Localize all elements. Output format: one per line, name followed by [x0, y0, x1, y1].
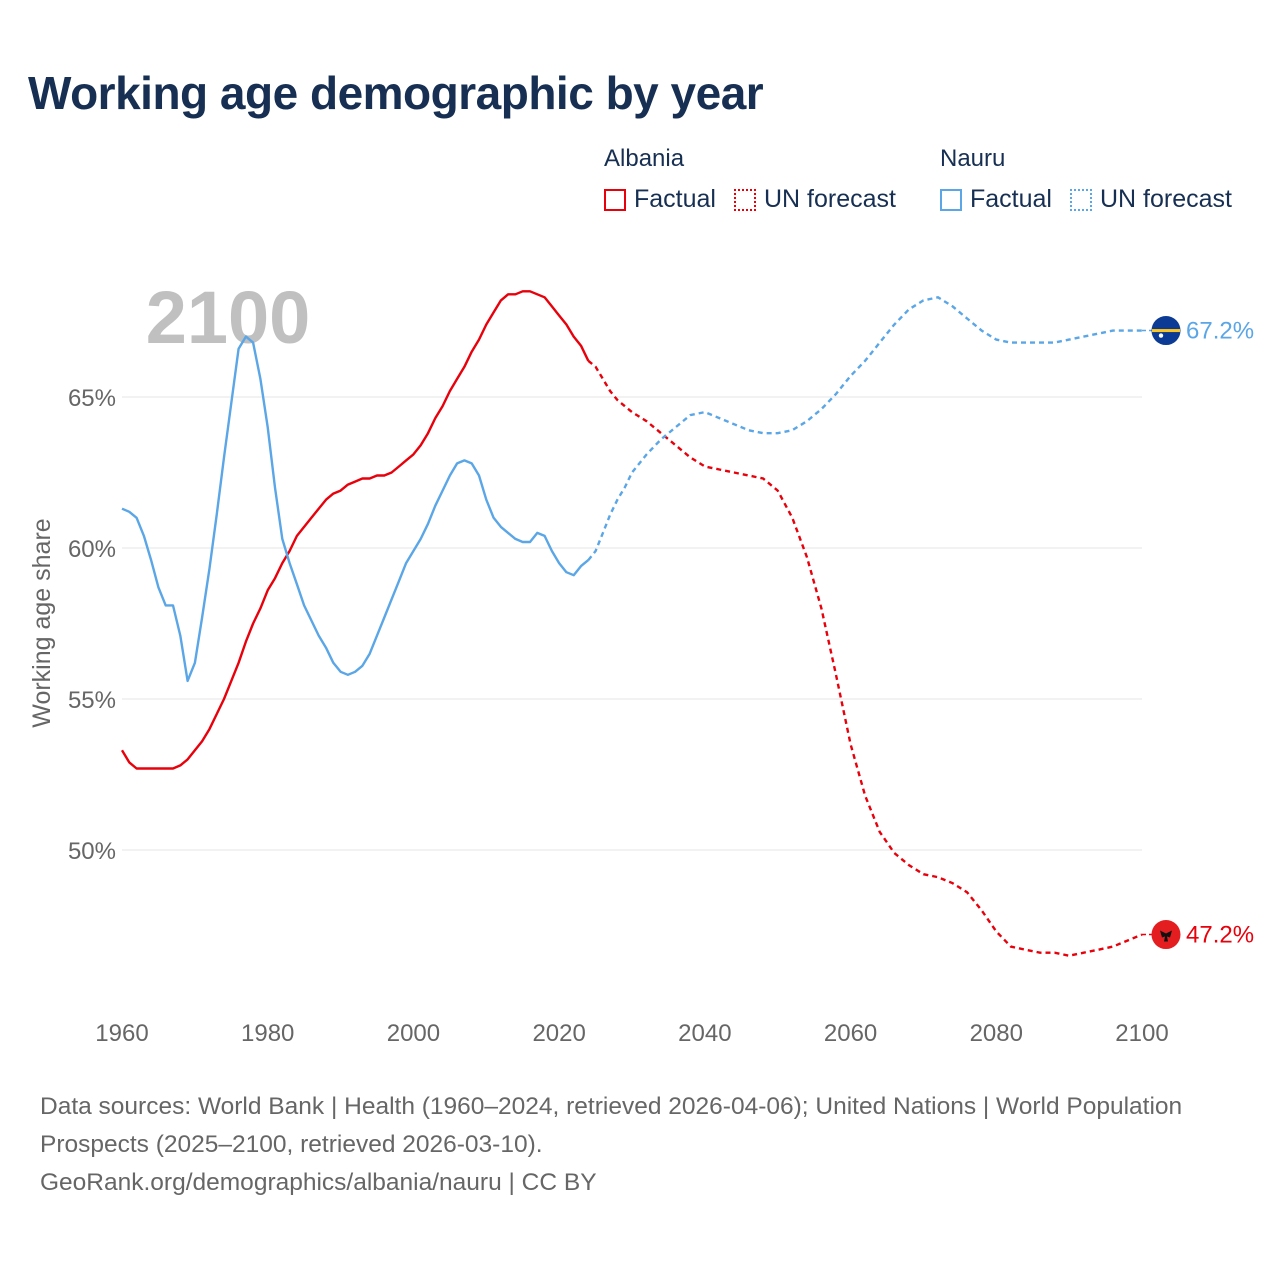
- legend-group-name: Albania: [604, 145, 685, 172]
- eagle-icon: [1160, 930, 1172, 942]
- legend-swatch-dotted: [733, 188, 756, 211]
- legend-label: UN forecast: [763, 185, 896, 213]
- legend-label: UN forecast: [1099, 185, 1232, 213]
- end-value-label-nauru: 67.2%: [1186, 318, 1254, 345]
- end-value-label-albania: 47.2%: [1186, 922, 1254, 949]
- x-tick-label: 2040: [678, 1020, 731, 1047]
- x-tick-label: 1980: [241, 1020, 294, 1047]
- legend-swatch-solid: [940, 188, 962, 211]
- flag-stripe: [1152, 329, 1180, 333]
- footer: Data sources: World Bank | Health (1960–…: [40, 1088, 1230, 1202]
- x-tick-label: 2060: [824, 1020, 877, 1047]
- x-tick-label: 2020: [532, 1020, 585, 1047]
- legend-group-nauru: Nauru Factual UN forecast: [940, 145, 1250, 214]
- legend-group-name: Nauru: [940, 145, 1006, 172]
- y-tick-label: 65%: [68, 385, 116, 412]
- y-axis-label: Working age share: [28, 518, 56, 727]
- x-tick-label: 2080: [970, 1020, 1023, 1047]
- gridlines: [122, 396, 1142, 851]
- series-lines: [120, 290, 1143, 957]
- legend-swatch-dotted: [1069, 188, 1092, 211]
- series-line-nauru-factual: [121, 335, 590, 683]
- data-sources: Data sources: World Bank | Health (1960–…: [40, 1093, 1183, 1158]
- y-tick-label: 55%: [68, 687, 116, 714]
- y-tick-label: 50%: [68, 838, 116, 865]
- flag-star-icon: [1158, 333, 1164, 338]
- y-tick-label: 60%: [68, 536, 116, 563]
- series-line-albania-forecast: [587, 359, 1143, 957]
- legend-item-nauru-factual[interactable]: Factual: [940, 185, 1052, 214]
- x-tick-label: 1960: [95, 1020, 148, 1047]
- credit-link[interactable]: GeoRank.org/demographics/albania/nauru |…: [40, 1169, 597, 1196]
- x-axis-ticks: 1960 1980 2000 2020 2040 2060 2080 2100: [95, 1020, 1168, 1047]
- end-markers: 47.2% 67.2%: [1142, 316, 1254, 950]
- legend-item-albania-forecast[interactable]: UN forecast: [733, 185, 896, 214]
- legend-label: Factual: [634, 185, 716, 213]
- series-line-albania-factual: [120, 290, 590, 770]
- legend-label: Factual: [970, 185, 1052, 213]
- x-tick-label: 2100: [1115, 1020, 1168, 1047]
- series-line-nauru-forecast: [587, 296, 1142, 561]
- year-watermark: 2100: [146, 276, 311, 359]
- legend-group-albania: Albania Factual UN forecast: [604, 145, 914, 214]
- y-axis-ticks: 50% 55% 60% 65%: [68, 385, 116, 865]
- legend-item-albania-factual[interactable]: Factual: [604, 185, 716, 214]
- legend-item-nauru-forecast[interactable]: UN forecast: [1069, 185, 1232, 214]
- legend-swatch-solid: [604, 188, 626, 211]
- x-tick-label: 2000: [387, 1020, 440, 1047]
- chart-title: Working age demographic by year: [28, 67, 764, 119]
